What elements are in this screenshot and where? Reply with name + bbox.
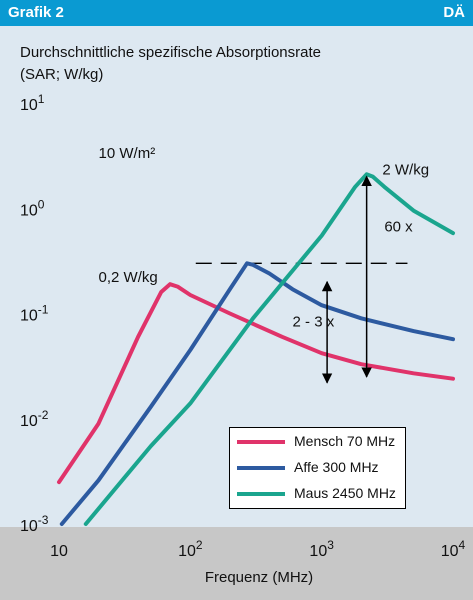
publisher-logo: DÄ — [443, 4, 465, 21]
annotation-4: 2 - 3 x — [293, 314, 335, 331]
legend-item-affe: Affe 300 MHz — [237, 458, 405, 478]
x-tick-exponent: 4 — [459, 538, 466, 552]
legend: Mensch 70 MHz Affe 300 MHz Maus 2450 MHz — [229, 427, 406, 509]
y-tick-exponent: 1 — [38, 92, 45, 106]
legend-item-maus: Maus 2450 MHz — [237, 484, 405, 504]
figure-title: Grafik 2 — [8, 4, 64, 21]
y-tick-label: 10-1 — [20, 303, 49, 325]
y-tick-exponent: -1 — [38, 303, 49, 317]
y-tick-label: 10-2 — [20, 408, 49, 430]
x-tick-label: 102 — [178, 538, 203, 560]
annotation-0: 10 W/m² — [99, 145, 156, 162]
x-tick-label: 10 — [50, 543, 68, 560]
y-axis-title: Durchschnittliche spezifische Absorption… — [20, 44, 321, 61]
legend-label-affe: Affe 300 MHz — [294, 459, 379, 475]
x-tick-label: 104 — [441, 538, 466, 560]
x-tick-exponent: 3 — [327, 538, 334, 552]
annotation-3: 60 x — [384, 219, 413, 236]
y-tick-label: 100 — [20, 197, 45, 219]
y-tick-exponent: -3 — [38, 513, 49, 527]
annotation-2: 2 W/kg — [382, 161, 429, 178]
y-tick-exponent: -2 — [38, 408, 49, 422]
legend-swatch-mensch — [237, 440, 285, 444]
x-axis-title: Frequenz (MHz) — [205, 569, 313, 586]
series-line-2 — [83, 172, 455, 526]
x-tick-exponent: 2 — [196, 538, 203, 552]
series-line-0 — [57, 282, 455, 485]
y-axis-unit: (SAR; W/kg) — [20, 66, 104, 83]
legend-label-maus: Maus 2450 MHz — [294, 485, 396, 501]
legend-swatch-affe — [237, 466, 285, 470]
figure-header: Grafik 2 DÄ — [0, 0, 473, 26]
legend-swatch-maus — [237, 492, 285, 496]
y-tick-exponent: 0 — [38, 197, 45, 211]
legend-label-mensch: Mensch 70 MHz — [294, 433, 396, 449]
x-tick-label: 103 — [309, 538, 334, 560]
annotation-1: 0,2 W/kg — [99, 269, 158, 286]
y-tick-label: 10-3 — [20, 513, 49, 535]
series-line-1 — [59, 261, 455, 526]
legend-item-mensch: Mensch 70 MHz — [237, 432, 405, 452]
y-tick-label: 101 — [20, 92, 45, 114]
x-axis-band — [0, 527, 473, 600]
